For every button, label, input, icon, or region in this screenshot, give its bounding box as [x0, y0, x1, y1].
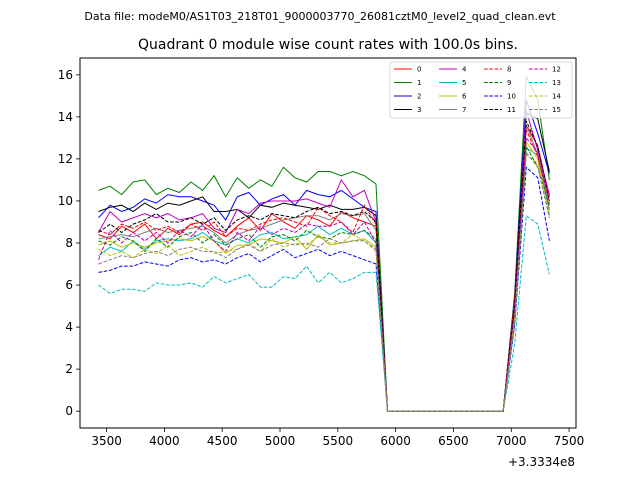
x-tick-label: 4500	[207, 434, 238, 448]
series-line-1	[98, 74, 550, 412]
legend-label-9: 9	[507, 79, 511, 87]
series-line-6	[98, 140, 550, 412]
chart-title: Quadrant 0 module wise count rates with …	[138, 37, 518, 53]
series-line-7	[98, 125, 550, 412]
legend-label-10: 10	[507, 93, 516, 101]
legend-label-15: 15	[552, 106, 561, 114]
legend-label-7: 7	[462, 106, 466, 114]
series-line-0	[98, 123, 550, 412]
series-line-12	[98, 136, 550, 412]
legend-label-11: 11	[507, 106, 516, 114]
y-tick-label: 16	[58, 68, 73, 82]
x-axis-offset-label: +3.3334e8	[508, 455, 575, 469]
x-tick-label: 7500	[554, 434, 585, 448]
series-line-13	[98, 214, 550, 412]
legend-label-3: 3	[417, 106, 421, 114]
legend-label-5: 5	[462, 79, 466, 87]
x-tick-label: 6000	[380, 434, 411, 448]
y-tick-label: 0	[65, 404, 73, 418]
legend-label-14: 14	[552, 93, 561, 101]
y-tick-label: 14	[58, 110, 73, 124]
x-tick-label: 4000	[149, 434, 180, 448]
plot-lines	[98, 74, 550, 412]
legend-label-12: 12	[552, 66, 561, 74]
series-line-5	[98, 147, 550, 412]
series-line-9	[98, 144, 550, 412]
legend-box	[389, 61, 573, 119]
series-line-14	[98, 153, 550, 412]
y-tick-label: 6	[65, 278, 73, 292]
legend-label-1: 1	[417, 79, 421, 87]
legend-label-13: 13	[552, 79, 561, 87]
series-line-15	[98, 151, 550, 412]
x-tick-label: 5000	[265, 434, 296, 448]
series-line-3	[98, 111, 550, 412]
legend-label-4: 4	[462, 66, 467, 74]
x-tick-label: 5500	[323, 434, 354, 448]
y-tick-label: 2	[65, 362, 73, 376]
x-tick-label: 6500	[438, 434, 469, 448]
x-axis: 3500 4000 4500 5000 5500 6000 6500 7000 7500	[91, 428, 584, 448]
legend-label-6: 6	[462, 93, 467, 101]
x-tick-label: 3500	[91, 434, 122, 448]
y-tick-label: 10	[58, 194, 73, 208]
series-line-4	[98, 110, 550, 412]
y-axis: 0 2 4 6 8 10 12 14 16	[58, 68, 80, 418]
chart-suptitle: Data file: modeM0/AS1T03_218T01_90000037…	[84, 10, 556, 23]
y-tick-label: 12	[58, 152, 73, 166]
series-line-10	[98, 166, 550, 412]
x-tick-label: 7000	[496, 434, 527, 448]
legend-label-0: 0	[417, 66, 421, 74]
series-line-2	[98, 99, 550, 412]
y-tick-label: 4	[65, 320, 73, 334]
legend-label-8: 8	[507, 66, 511, 74]
y-tick-label: 8	[65, 236, 73, 250]
legend-label-2: 2	[417, 93, 421, 101]
